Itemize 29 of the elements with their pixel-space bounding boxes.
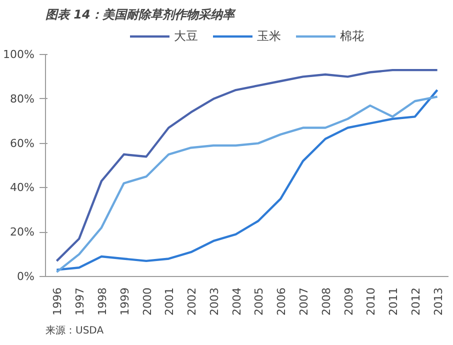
chart-title: 图表 14：美国耐除草剂作物采纳率 (46, 8, 236, 22)
x-tick-label: 2005 (252, 287, 266, 316)
x-tick-label: 2004 (230, 287, 244, 316)
x-tick-label: 2008 (320, 287, 333, 316)
x-tick-label: 2003 (208, 287, 221, 316)
x-tick-label: 2012 (409, 287, 422, 316)
y-tick-label: 60% (10, 136, 35, 150)
x-tick-label: 2011 (387, 287, 400, 316)
y-tick-label: 20% (10, 226, 35, 239)
legend-label: 玉米 (257, 28, 281, 44)
x-tick-label: 2006 (275, 287, 288, 316)
y-tick-label: 0% (17, 270, 34, 283)
legend-label: 大豆 (174, 28, 198, 44)
x-tick-label: 2001 (163, 287, 176, 316)
x-tick-label: 2010 (364, 287, 378, 316)
x-tick-label: 2002 (186, 287, 199, 316)
source-note: 来源：USDA (46, 324, 104, 336)
y-tick-label: 80% (10, 92, 35, 106)
x-tick-label: 2013 (432, 287, 445, 316)
y-tick-label: 40% (10, 181, 35, 194)
x-tick-label: 1997 (74, 287, 87, 316)
x-tick-label: 1999 (118, 287, 132, 316)
x-tick-label: 2009 (342, 287, 356, 316)
x-tick-label: 1996 (51, 287, 64, 316)
legend-label: 棉花 (340, 28, 364, 44)
x-tick-label: 2000 (140, 287, 154, 316)
x-tick-label: 1998 (96, 287, 109, 316)
x-tick-label: 2007 (297, 287, 310, 316)
y-tick-label: 100% (3, 48, 35, 61)
